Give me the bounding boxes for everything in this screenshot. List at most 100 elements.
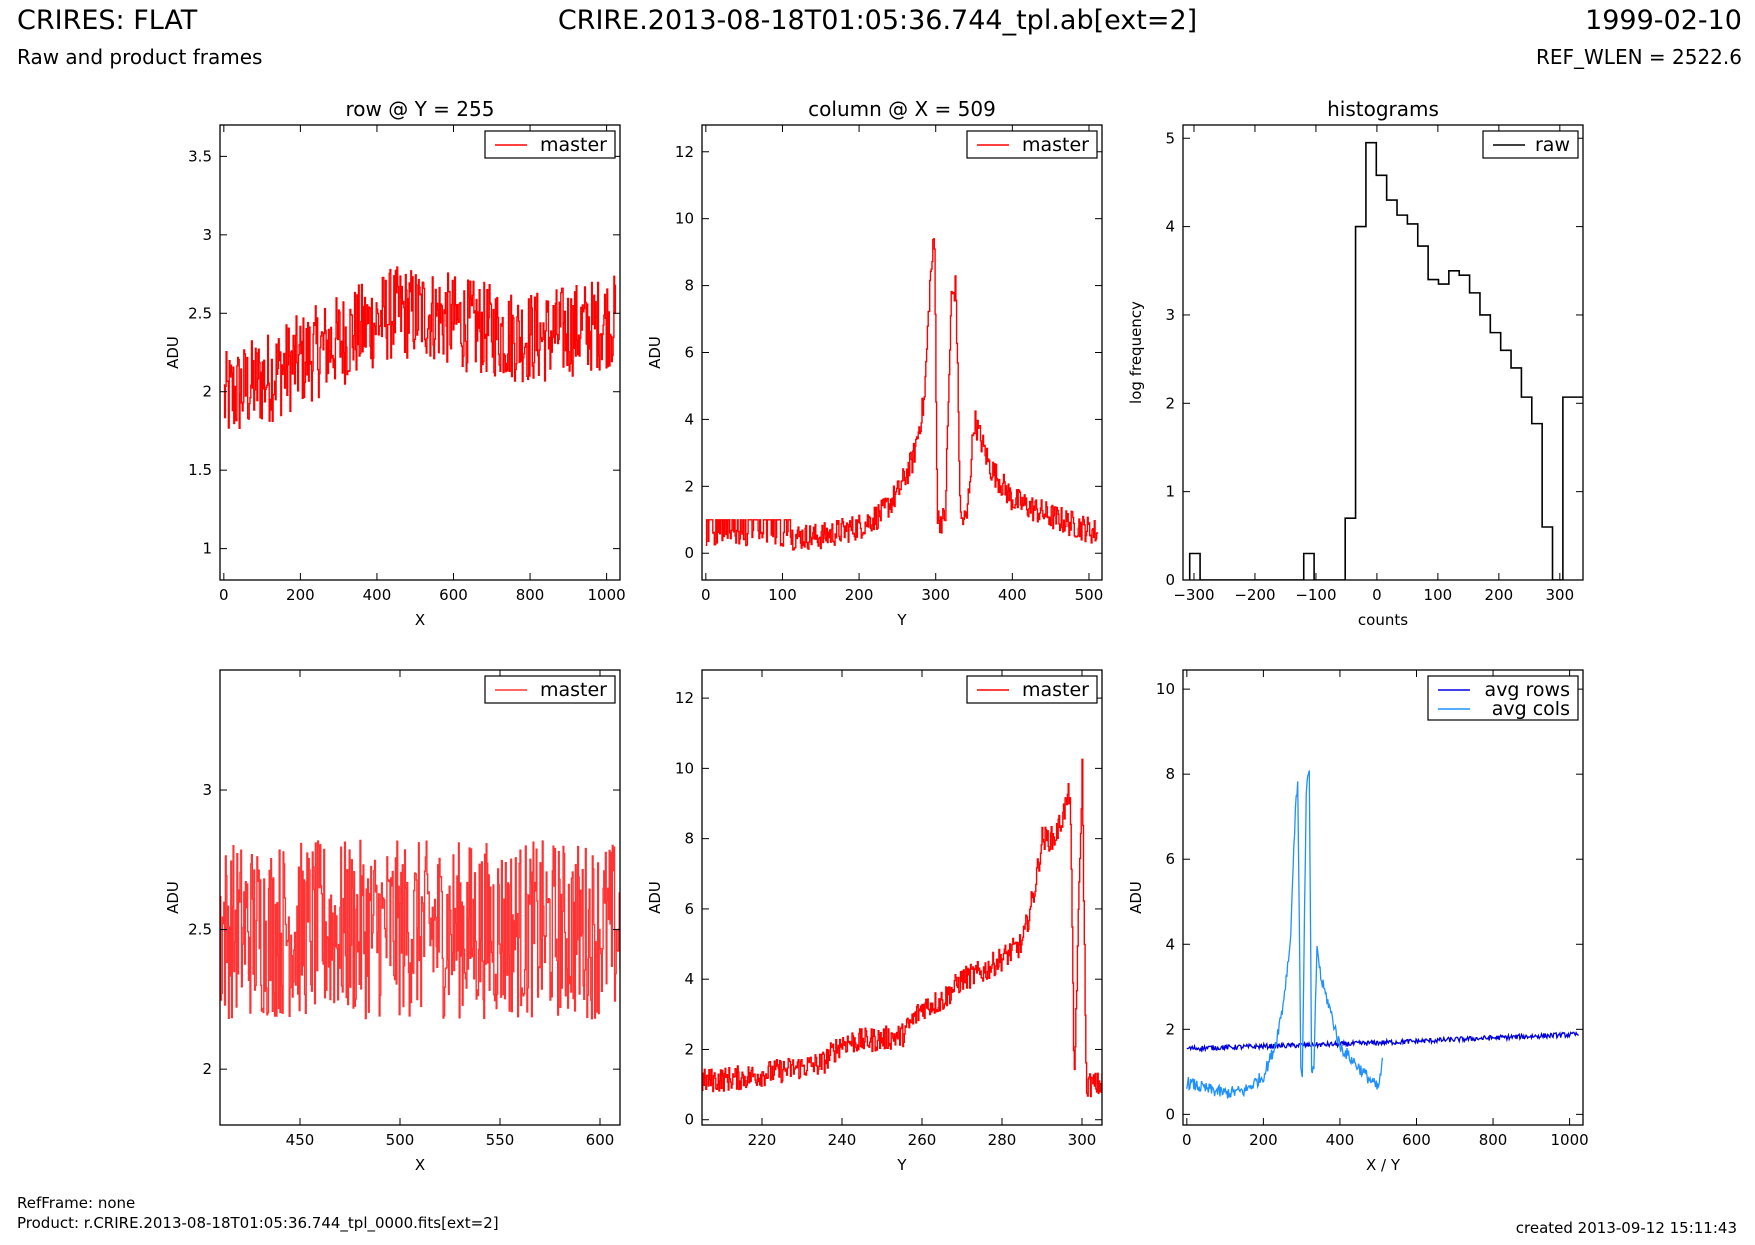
legend-label: master <box>540 134 607 156</box>
created-timestamp: created 2013-09-12 15:11:43 <box>1515 1219 1737 1237</box>
y-tick-label: 1.5 <box>188 461 212 479</box>
y-tick-label: 8 <box>684 830 694 848</box>
series-group <box>702 758 1102 1098</box>
y-tick-label: 3 <box>1165 306 1175 324</box>
series-group <box>220 839 620 1020</box>
y-tick-label: 0 <box>1165 571 1175 589</box>
x-axis-label: X / Y <box>1366 1156 1401 1174</box>
x-axis-label: X <box>415 1156 425 1174</box>
x-tick-label: 200 <box>1485 586 1514 604</box>
page-title: CRIRES: FLAT <box>17 5 198 36</box>
y-tick-label: 2 <box>202 1060 212 1078</box>
panel-rowzoom: 450 500 550 600 2 2.5 3 X ADU master <box>164 669 621 1174</box>
x-tick-label: 0 <box>1182 1131 1192 1149</box>
panel-hist: −300 −200 −100 0 100 200 300 0 1 2 3 4 5 histograms co… <box>1127 97 1584 629</box>
chart-title: histograms <box>1327 97 1439 121</box>
x-tick-label: 260 <box>908 1131 937 1149</box>
y-tick-label: 10 <box>675 210 694 228</box>
x-tick-label: 0 <box>1372 586 1382 604</box>
x-tick-label: 240 <box>828 1131 857 1149</box>
y-tick-label: 3 <box>202 226 212 244</box>
x-tick-label: 200 <box>845 586 874 604</box>
series-group <box>1186 770 1579 1099</box>
observation-date: 1999-02-10 <box>1585 5 1742 36</box>
y-tick-label: 2 <box>1165 1020 1175 1038</box>
y-tick-label: 3 <box>202 781 212 799</box>
x-tick-label: 600 <box>586 1131 615 1149</box>
axes-frame <box>1182 669 1584 1126</box>
x-tick-label: 0 <box>701 586 711 604</box>
x-axis-label: counts <box>1358 611 1408 629</box>
x-tick-label: 600 <box>439 586 468 604</box>
x-tick-label: −100 <box>1295 586 1336 604</box>
y-tick-label: 2 <box>684 477 694 495</box>
x-tick-label: 1000 <box>588 586 626 604</box>
x-axis-label: Y <box>896 611 907 629</box>
y-tick-label: 1 <box>202 540 212 558</box>
file-name-title: CRIRE.2013-08-18T01:05:36.744_tpl.ab[ext… <box>557 5 1198 36</box>
y-axis-label: ADU <box>1127 881 1145 914</box>
x-tick-label: 400 <box>998 586 1027 604</box>
x-tick-label: −200 <box>1234 586 1275 604</box>
x-tick-label: 300 <box>1546 586 1575 604</box>
series-master <box>705 238 1099 551</box>
y-tick-label: 0 <box>684 1111 694 1129</box>
x-tick-label: 0 <box>219 586 229 604</box>
axes-frame <box>701 669 1103 1126</box>
x-tick-label: 450 <box>286 1131 315 1149</box>
y-tick-label: 8 <box>1165 765 1175 783</box>
chart-title: row @ Y = 255 <box>346 97 495 121</box>
legend-box <box>1427 675 1579 721</box>
ref-wlen-label: REF_WLEN = 2522.6 <box>1535 45 1742 69</box>
y-tick-label: 10 <box>1156 680 1175 698</box>
y-tick-label: 2 <box>684 1040 694 1058</box>
y-tick-label: 4 <box>684 410 694 428</box>
series-raw <box>1188 141 1583 580</box>
series-group <box>1188 141 1583 580</box>
x-axis-label: Y <box>896 1156 907 1174</box>
legend-label: master <box>540 679 607 701</box>
series-avg-cols <box>1186 770 1384 1099</box>
series-master <box>220 839 620 1020</box>
x-tick-label: 280 <box>988 1131 1017 1149</box>
y-tick-label: 2.5 <box>188 921 212 939</box>
y-tick-label: 8 <box>684 277 694 295</box>
x-tick-label: 600 <box>1402 1131 1431 1149</box>
series-master <box>702 758 1102 1098</box>
series-group <box>705 238 1099 551</box>
x-tick-label: −300 <box>1173 586 1214 604</box>
product-label: Product: r.CRIRE.2013-08-18T01:05:36.744… <box>17 1214 499 1232</box>
legend-label: master <box>1022 679 1089 701</box>
y-axis-label: log frequency <box>1127 301 1145 404</box>
legend: master <box>966 675 1098 704</box>
legend: raw <box>1482 130 1579 159</box>
x-axis-label: X <box>415 611 425 629</box>
y-tick-label: 0 <box>684 544 694 562</box>
page-subtitle: Raw and product frames <box>17 45 263 69</box>
axes-frame <box>219 124 621 581</box>
x-tick-label: 550 <box>486 1131 515 1149</box>
axes-frame <box>701 124 1103 581</box>
x-tick-label: 100 <box>1424 586 1453 604</box>
panel-row: 0 200 400 600 800 1000 1 1.5 2 2.5 3 3.5 row @ Y = 2… <box>164 97 626 629</box>
y-tick-label: 10 <box>675 759 694 777</box>
legend: master <box>484 675 616 704</box>
y-tick-label: 4 <box>684 970 694 988</box>
y-axis-label: ADU <box>646 881 664 914</box>
legend-label: avg cols <box>1492 698 1570 720</box>
y-tick-label: 12 <box>675 689 694 707</box>
legend-label: avg rows <box>1485 679 1570 701</box>
x-tick-label: 300 <box>1068 1131 1097 1149</box>
y-tick-label: 12 <box>675 143 694 161</box>
series-group <box>223 266 617 429</box>
legend-label: master <box>1022 134 1089 156</box>
x-tick-label: 200 <box>1249 1131 1278 1149</box>
x-tick-label: 220 <box>748 1131 777 1149</box>
x-tick-label: 500 <box>386 1131 415 1149</box>
y-tick-label: 3.5 <box>188 147 212 165</box>
panel-col: 0 100 200 300 400 500 0 2 4 6 8 10 12 column @ X = 50… <box>646 97 1103 629</box>
series-avg-rows <box>1186 1030 1579 1053</box>
axes-frame <box>1182 124 1584 581</box>
legend: master <box>484 130 616 159</box>
